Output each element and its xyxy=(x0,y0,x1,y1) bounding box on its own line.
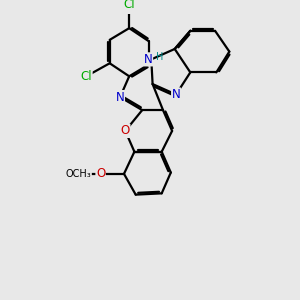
Text: O: O xyxy=(121,124,130,137)
Text: Cl: Cl xyxy=(80,70,92,83)
Text: N: N xyxy=(116,91,124,103)
Text: H: H xyxy=(156,52,163,62)
Text: Cl: Cl xyxy=(123,0,135,11)
Text: N: N xyxy=(172,88,180,101)
Text: O: O xyxy=(96,167,105,180)
Text: OCH₃: OCH₃ xyxy=(66,169,91,179)
Text: N: N xyxy=(144,53,153,66)
